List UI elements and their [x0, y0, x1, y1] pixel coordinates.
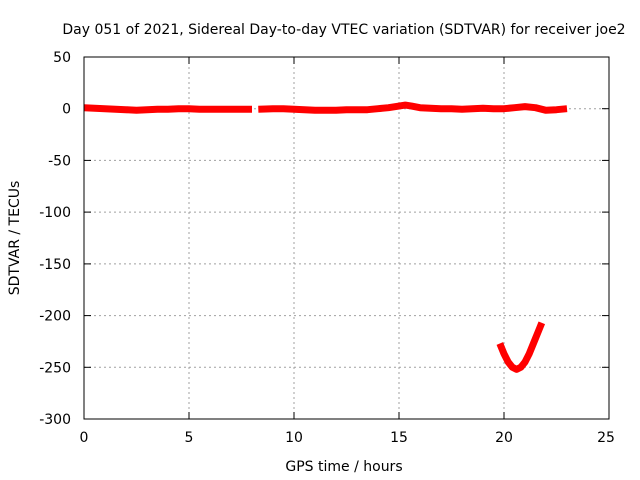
x-tick-label: 0 [80, 430, 89, 446]
series-line-segment [83, 104, 252, 114]
plot-frame [83, 56, 610, 420]
y-axis-label: SDTVAR / TECUs [7, 181, 23, 296]
x-tick-label: 20 [495, 430, 513, 446]
x-axis-ticks: 0 5 10 15 20 25 [80, 57, 615, 446]
y-tick-label: 50 [53, 50, 71, 66]
y-tick-label: -150 [39, 257, 71, 273]
x-tick-label: 25 [597, 430, 615, 446]
x-tick-label: 10 [285, 430, 303, 446]
series-line-segment [258, 101, 568, 114]
y-tick-label: 0 [62, 102, 71, 118]
y-tick-label: -250 [39, 360, 71, 376]
x-axis-label: GPS time / hours [285, 459, 402, 475]
series-line-segment [496, 321, 546, 373]
y-tick-label: -50 [48, 153, 71, 169]
y-tick-label: -100 [39, 205, 71, 221]
chart-title: Day 051 of 2021, Sidereal Day-to-day VTE… [62, 22, 625, 38]
y-tick-label: -200 [39, 309, 71, 325]
y-tick-label: -300 [39, 412, 71, 428]
x-tick-label: 15 [390, 430, 408, 446]
x-tick-label: 5 [185, 430, 194, 446]
series-layer [83, 101, 568, 373]
